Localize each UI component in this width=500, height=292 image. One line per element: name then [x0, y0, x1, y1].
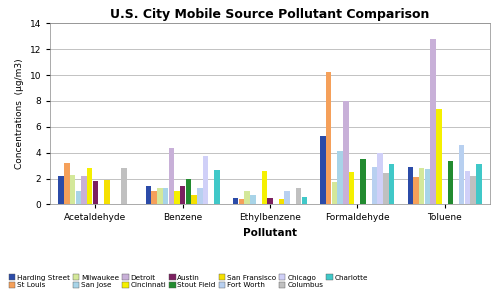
Bar — [250, 195, 256, 204]
Bar — [70, 175, 75, 204]
Bar — [268, 198, 272, 204]
Bar — [430, 39, 436, 204]
Bar — [238, 199, 244, 204]
Bar — [302, 197, 307, 204]
Bar — [244, 192, 250, 204]
Bar — [476, 164, 482, 204]
Bar — [92, 181, 98, 204]
Bar — [214, 170, 220, 204]
Bar — [82, 176, 86, 204]
Bar — [186, 178, 191, 204]
Bar — [163, 187, 168, 204]
Bar — [233, 198, 238, 204]
Bar — [470, 176, 476, 204]
Bar — [278, 199, 284, 204]
Bar — [414, 177, 419, 204]
Bar — [419, 168, 424, 204]
Bar — [58, 176, 64, 204]
Bar — [121, 168, 126, 204]
Legend: Harding Street, St Louis, Milwaukee, San Jose, Detroit, Cincinnati, Austin, Stou: Harding Street, St Louis, Milwaukee, San… — [8, 274, 368, 288]
Bar — [192, 195, 197, 204]
Bar — [76, 192, 81, 204]
Bar — [262, 171, 267, 204]
Bar — [459, 145, 464, 204]
Bar — [464, 171, 470, 204]
Bar — [372, 167, 377, 204]
Bar — [174, 192, 180, 204]
Bar — [284, 192, 290, 204]
Bar — [349, 172, 354, 204]
Bar — [146, 186, 151, 204]
Bar — [448, 161, 453, 204]
Bar — [389, 164, 394, 204]
Bar — [338, 151, 343, 204]
Bar — [326, 72, 332, 204]
Bar — [197, 188, 202, 204]
Bar — [332, 182, 337, 204]
Bar — [360, 159, 366, 204]
Bar — [180, 186, 186, 204]
Bar — [343, 101, 348, 204]
Bar — [425, 169, 430, 204]
Y-axis label: Concentrations  (µg/m3): Concentrations (µg/m3) — [15, 59, 24, 169]
Bar — [64, 163, 70, 204]
Bar — [203, 156, 208, 204]
Bar — [378, 153, 383, 204]
Bar — [408, 167, 413, 204]
Bar — [436, 109, 442, 204]
Bar — [152, 192, 157, 204]
Bar — [296, 187, 302, 204]
Bar — [87, 168, 92, 204]
X-axis label: Pollutant: Pollutant — [243, 228, 297, 238]
Bar — [320, 136, 326, 204]
Bar — [383, 173, 388, 204]
Bar — [104, 180, 110, 204]
Bar — [168, 147, 174, 204]
Bar — [157, 188, 162, 204]
Title: U.S. City Mobile Source Pollutant Comparison: U.S. City Mobile Source Pollutant Compar… — [110, 8, 430, 21]
